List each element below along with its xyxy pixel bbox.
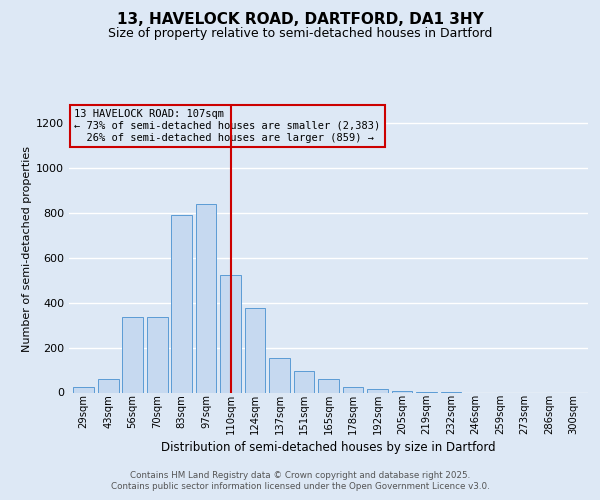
Bar [98, 379, 119, 392]
Bar [196, 204, 217, 392]
Text: Size of property relative to semi-detached houses in Dartford: Size of property relative to semi-detach… [108, 28, 492, 40]
X-axis label: Distribution of semi-detached houses by size in Dartford: Distribution of semi-detached houses by … [161, 441, 496, 454]
Bar [147, 318, 167, 392]
Text: 13 HAVELOCK ROAD: 107sqm
← 73% of semi-detached houses are smaller (2,383)
  26%: 13 HAVELOCK ROAD: 107sqm ← 73% of semi-d… [74, 110, 380, 142]
Bar [245, 308, 265, 392]
Bar [122, 318, 143, 392]
Bar [392, 390, 412, 392]
Bar [318, 379, 339, 392]
Y-axis label: Number of semi-detached properties: Number of semi-detached properties [22, 146, 32, 352]
Bar [343, 387, 364, 392]
Bar [73, 387, 94, 392]
Text: Contains HM Land Registry data © Crown copyright and database right 2025.: Contains HM Land Registry data © Crown c… [130, 471, 470, 480]
Bar [367, 389, 388, 392]
Bar [269, 358, 290, 392]
Bar [293, 371, 314, 392]
Text: Contains public sector information licensed under the Open Government Licence v3: Contains public sector information licen… [110, 482, 490, 491]
Bar [171, 215, 192, 392]
Text: 13, HAVELOCK ROAD, DARTFORD, DA1 3HY: 13, HAVELOCK ROAD, DARTFORD, DA1 3HY [116, 12, 484, 28]
Bar [220, 274, 241, 392]
